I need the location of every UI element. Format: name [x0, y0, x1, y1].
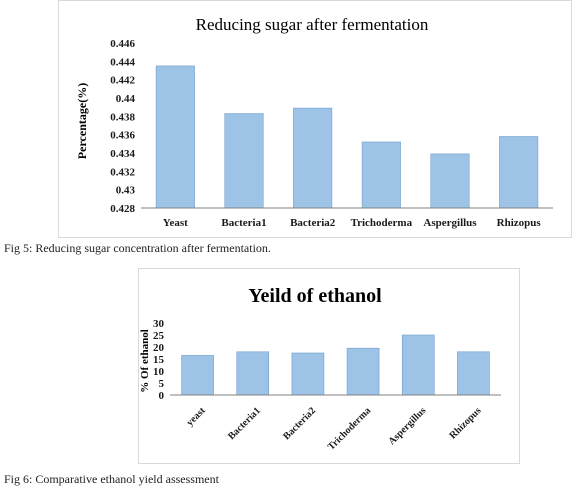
x-tick-label: Bacteria1: [226, 405, 263, 442]
y-tick-label: 0.446: [110, 38, 135, 50]
bar-trichoderma: [361, 141, 401, 209]
x-tick-label: Bacteria2: [281, 405, 318, 442]
y-tick-label: 30: [153, 318, 165, 330]
y-tick-label: 0.436: [110, 130, 135, 142]
chart-reducing-sugar: Reducing sugar after fermentation Percen…: [58, 0, 572, 238]
bar-bacteria1: [236, 351, 270, 396]
x-tick-label: Bacteria1: [221, 217, 266, 229]
y-axis-label: % Of ethanol: [139, 329, 151, 393]
bar-yeast: [155, 65, 195, 209]
y-tick-label: 0.444: [110, 56, 135, 68]
chart-title: Yeild of ethanol: [248, 285, 382, 307]
x-tick-label: Yeast: [163, 217, 188, 229]
bar-yeast: [181, 355, 214, 396]
x-tick-label: Rhizopus: [497, 217, 542, 229]
y-axis-label: Percentage(%): [75, 83, 89, 159]
bar-bacteria1: [224, 113, 264, 209]
y-tick-label: 15: [153, 354, 165, 366]
y-tick-label: 0.438: [110, 111, 135, 123]
x-tick-label: Aspergillus: [386, 405, 428, 447]
x-tick-label: Trichoderma: [326, 405, 373, 452]
bar-aspergillus: [401, 334, 435, 396]
y-tick-label: 20: [153, 342, 165, 354]
figure-caption-5: Fig 5: Reducing sugar concentration afte…: [4, 241, 271, 255]
chart-ethanol-yield: Yeild of ethanol % Of ethanol 0 5 10 15 20 25…: [138, 268, 520, 464]
chart-reducing-sugar-svg: Reducing sugar after fermentation Percen…: [75, 15, 553, 229]
x-tick-label: yeast: [185, 405, 209, 429]
bar-rhizopus: [499, 136, 539, 209]
y-tick-label: 0.434: [110, 148, 135, 160]
y-tick-label: 0.43: [116, 185, 136, 197]
bar-bacteria2: [291, 352, 325, 396]
x-tick-label: Bacteria2: [290, 217, 336, 229]
y-tick-label: 0.432: [110, 166, 135, 178]
chart-ethanol-yield-svg: Yeild of ethanol % Of ethanol 0510152025…: [139, 285, 501, 453]
x-tick-label: Aspergillus: [423, 217, 477, 229]
y-tick-label: 0: [159, 390, 165, 402]
bar-rhizopus: [457, 351, 490, 396]
chart-title: Reducing sugar after fermentation: [196, 15, 429, 34]
bar-trichoderma: [346, 347, 380, 396]
y-tick-label: 0.428: [110, 203, 135, 215]
y-tick-label: 0.44: [116, 93, 136, 105]
y-tick-label: 5: [159, 378, 165, 390]
bar-bacteria2: [293, 107, 333, 209]
x-tick-label: Trichoderma: [351, 217, 413, 229]
y-tick-label: 10: [153, 366, 165, 378]
x-tick-label: Rhizopus: [447, 405, 483, 441]
bar-aspergillus: [430, 153, 470, 209]
figure-caption-6: Fig 6: Comparative ethanol yield assessm…: [4, 472, 219, 486]
y-tick-label: 0.442: [110, 75, 135, 87]
y-tick-label: 25: [153, 330, 165, 342]
